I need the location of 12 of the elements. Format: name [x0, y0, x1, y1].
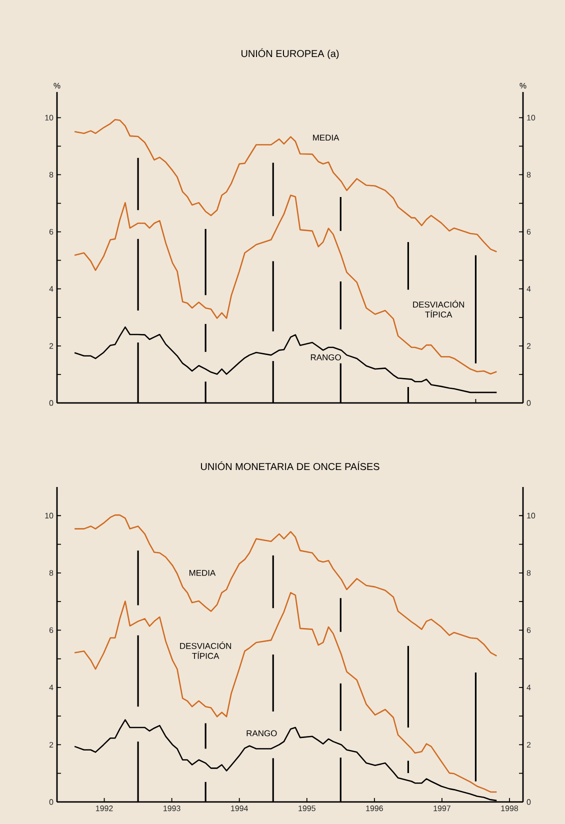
text: DESVIACIÓN TÍPICA [413, 300, 464, 318]
line-series [74, 514, 498, 657]
series-label: DESVIACIÓN TÍPICA [180, 642, 231, 659]
line-series [74, 119, 498, 252]
series-label: RANGO [310, 354, 341, 360]
series-label: RANGO [246, 730, 277, 736]
line-series [74, 194, 498, 375]
series-label: MEDIA [313, 134, 340, 141]
chart-title: UNIÓN EUROPEA (a) [241, 48, 339, 60]
series-label: MEDIA [189, 570, 216, 576]
chart-title: UNIÓN MONETARIA DE ONCE PAÍSES [200, 461, 380, 470]
line-series [74, 592, 498, 793]
